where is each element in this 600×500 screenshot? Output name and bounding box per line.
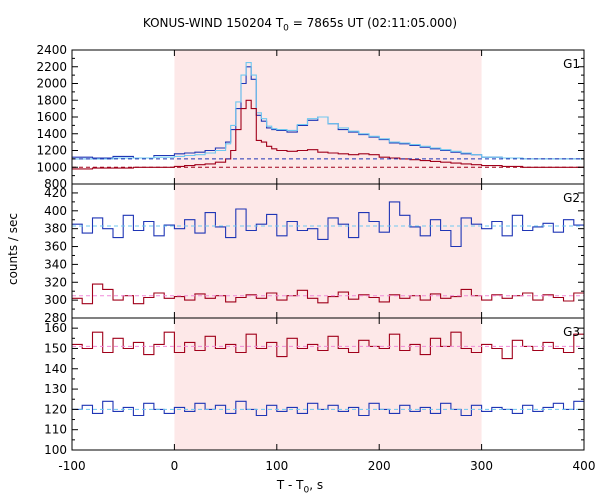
panel-g3-ytick-label: 150 xyxy=(44,341,67,355)
panel-g3-ytick-label: 100 xyxy=(44,443,67,457)
panel-g2-ytick-label: 280 xyxy=(44,311,67,325)
panel-g1-ytick-label: 1200 xyxy=(36,144,67,158)
panel-g1-ytick-label: 2200 xyxy=(36,60,67,74)
chart-title-subscript: 0 xyxy=(283,23,289,34)
xtick-label: 100 xyxy=(265,459,288,473)
panel-g1-ytick-label: 1800 xyxy=(36,93,67,107)
x-axis-label: T - T0, s xyxy=(0,478,600,495)
panel-g1-ytick-label: 2000 xyxy=(36,77,67,91)
panel-g3-ytick-label: 120 xyxy=(44,402,67,416)
panel-g3-ytick-label: 130 xyxy=(44,382,67,396)
x-axis-label-main: T - T xyxy=(276,478,304,492)
xtick-label: 200 xyxy=(368,459,391,473)
panel-g2-ytick-label: 320 xyxy=(44,275,67,289)
panel-g2-ytick-label: 420 xyxy=(44,186,67,200)
panel-g3-ytick-label: 110 xyxy=(44,423,67,437)
panel-g2-ytick-label: 340 xyxy=(44,257,67,271)
panel-g1-ytick-label: 800 xyxy=(44,177,67,191)
xtick-label: 400 xyxy=(573,459,596,473)
panel-g1-series-1-light_blue-step xyxy=(72,62,584,160)
panel-g1-ytick-label: 1000 xyxy=(36,160,67,174)
chart-title-rest: = 7865s UT (02:11:05.000) xyxy=(288,16,458,30)
panel-label-g2: G2 xyxy=(563,191,580,205)
panel-g3-series-0-red-step xyxy=(72,331,584,360)
panel-g1-ytick-label: 1400 xyxy=(36,127,67,141)
highlight-interval xyxy=(174,50,482,450)
xtick-label: -100 xyxy=(58,459,85,473)
panel-label-g3: G3 xyxy=(563,325,580,339)
panel-g1-series-2-red-step xyxy=(72,99,584,170)
panel-g2-ytick-label: 360 xyxy=(44,240,67,254)
xtick-label: 0 xyxy=(171,459,179,473)
x-axis-label-rest: , s xyxy=(309,478,324,492)
y-axis-label: counts / sec xyxy=(6,213,20,286)
chart-title-main: KONUS-WIND 150204 T xyxy=(142,16,284,30)
panel-g2-series-0-blue-step xyxy=(72,201,584,248)
chart-title: KONUS-WIND 150204 T0 = 7865s UT (02:11:0… xyxy=(0,16,600,33)
panel-g2-ytick-label: 300 xyxy=(44,293,67,307)
panel-label-g1: G1 xyxy=(563,57,580,71)
panel-g2-ytick-label: 400 xyxy=(44,204,67,218)
xtick-label: 300 xyxy=(470,459,493,473)
panel-g2-series-2-red-step xyxy=(72,283,584,305)
panel-g1-ytick-label: 2400 xyxy=(36,43,67,57)
panel-g1-ytick-label: 1600 xyxy=(36,110,67,124)
panel-g3-ytick-label: 160 xyxy=(44,321,67,335)
panel-g3-ytick-label: 140 xyxy=(44,362,67,376)
panel-g2-ytick-label: 380 xyxy=(44,222,67,236)
panel-frame-g3 xyxy=(71,317,585,451)
x-axis-label-subscript: 0 xyxy=(303,485,310,496)
